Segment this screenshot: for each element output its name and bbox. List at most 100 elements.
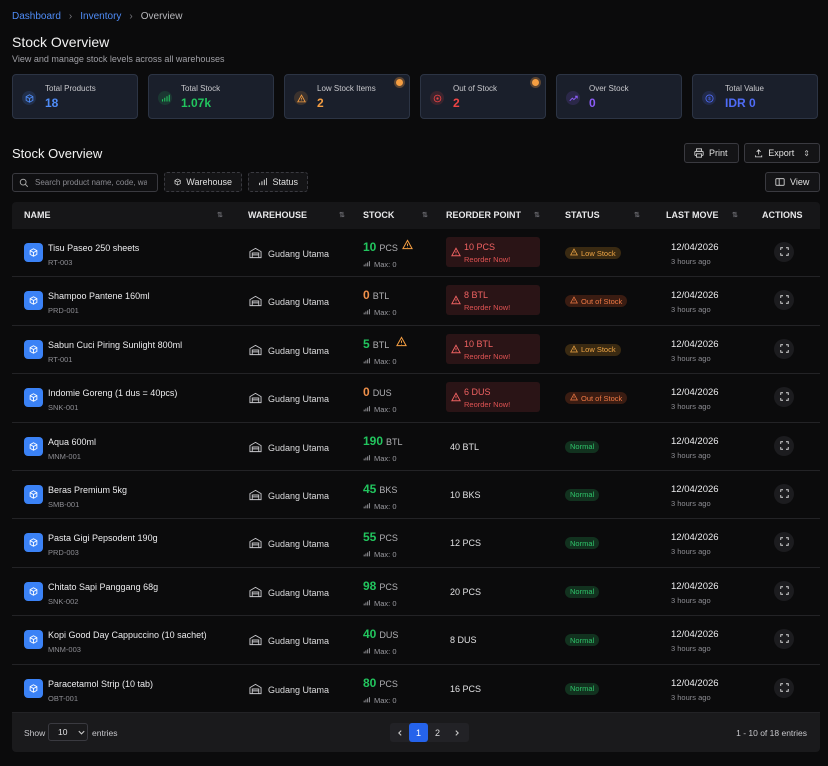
product-name[interactable]: Shampoo Pantene 160ml [48,291,150,302]
last-move-date: 12/04/2026 [671,290,719,302]
warning-icon [451,391,461,405]
stock-value: 0 DUS [363,385,392,399]
stock-value: 98 PCS [363,579,398,593]
last-move-ago: 3 hours ago [671,450,711,460]
search-input[interactable] [35,178,147,187]
warehouse-cell: Gudang Utama [249,683,329,697]
breadcrumb: Dashboard › Inventory › Overview [12,11,182,22]
warehouse-cell: Gudang Utama [249,586,329,600]
expand-button[interactable] [774,532,794,553]
bar-chart-icon [363,454,370,463]
bar-chart-icon [363,502,370,511]
warehouse-name: Gudang Utama [268,684,330,695]
product-name[interactable]: Tisu Paseo 250 sheets [48,243,140,253]
expand-button[interactable] [774,290,794,311]
bar-chart-icon [363,405,370,414]
stock-unit: PCS [379,533,398,544]
search-box [12,173,158,192]
export-button[interactable]: Export ⇕ [744,143,820,163]
view-button[interactable]: View [765,172,820,192]
page-1-button[interactable]: 1 [409,723,428,742]
sort-icon[interactable]: ⇅ [534,212,540,219]
breadcrumb-dashboard[interactable]: Dashboard [12,11,61,22]
print-button[interactable]: Print [684,143,739,163]
table-row: Indomie Goreng (1 dus = 40pcs) SNK-001 Gud… [12,374,820,423]
expand-button[interactable] [774,242,794,262]
table-row: Sabun Cuci Piring Sunlight 800ml RT-001 Gu… [12,326,820,375]
next-page-button[interactable] [447,723,466,742]
breadcrumb-current: Overview [140,11,183,22]
stock-max: Max: 0 [363,647,397,656]
last-move-ago: 3 hours ago [671,402,711,412]
table-row: Shampoo Pantene 160ml PRD-001 Gudang Utama… [12,277,820,326]
product-name[interactable]: Beras Premium 5kg [48,484,128,495]
warehouse-filter-button[interactable]: Warehouse [164,172,242,192]
expand-icon [779,390,789,404]
column-header-reorder[interactable]: REORDER POINT [446,210,522,220]
stock-quantity: 5 [363,336,370,351]
stock-max: Max: 0 [363,696,397,705]
page-size-select[interactable]: 10 [48,723,88,741]
product-name[interactable]: Indomie Goreng (1 dus = 40pcs) [48,388,178,399]
sort-icon[interactable]: ⇅ [422,212,428,219]
sort-icon[interactable]: ⇅ [634,212,640,219]
warehouse-icon [249,392,262,406]
chevron-right-icon: › [129,11,133,22]
warehouse-filter-label: Warehouse [186,177,232,187]
sort-icon[interactable]: ⇅ [217,212,223,219]
summary-cards: Total Products 18 Total Stock 1.07k Low Stoc… [12,74,818,119]
product-icon [24,388,43,408]
product-name[interactable]: Paracetamol Strip (10 tab) [48,678,154,689]
expand-button[interactable] [774,387,794,408]
expand-button[interactable] [774,580,794,601]
status-label: Low Stock [581,345,616,355]
status-badge: Normal [565,585,600,598]
section-title: Stock Overview [12,146,103,161]
page-2-button[interactable]: 2 [434,727,440,738]
warning-icon [570,248,578,258]
product-name[interactable]: Chitato Sapi Panggang 68g [48,581,159,592]
column-header-warehouse[interactable]: WAREHOUSE [248,210,308,220]
table-row: Paracetamol Strip (10 tab) OBT-001 Gudang … [12,665,820,713]
stock-unit: DUS [379,630,399,641]
product-name[interactable]: Pasta Gigi Pepsodent 190g [48,533,158,544]
product-name[interactable]: Kopi Good Day Cappuccino (10 sachet) [48,630,207,641]
status-badge: Low Stock [565,343,621,356]
warehouse-cell: Gudang Utama [249,247,329,261]
reorder-point-value: 8 BTL [464,290,489,301]
sort-icon[interactable]: ⇅ [732,212,738,219]
reorder-now-label: Reorder Now! [464,303,511,313]
status-label: Normal [570,635,595,645]
product-name[interactable]: Sabun Cuci Piring Sunlight 800ml [48,339,183,350]
stock-unit: PCS [379,581,398,592]
product-code: PRD-001 [48,306,79,316]
stock-max-label: Max: 0 [374,501,397,511]
status-label: Low Stock [581,248,616,258]
reorder-point-value: 10 BTL [464,338,494,349]
stock-value: 0 BTL [363,288,389,302]
column-header-last-move[interactable]: LAST MOVE [666,210,719,220]
expand-button[interactable] [774,435,794,456]
table-row: Kopi Good Day Cappuccino (10 sachet) MNM-… [12,616,820,665]
column-header-stock[interactable]: STOCK [363,210,395,220]
expand-icon [779,245,789,259]
last-move-ago: 3 hours ago [671,498,711,508]
status-filter-button[interactable]: Status [248,172,308,192]
expand-button[interactable] [774,677,794,698]
product-name[interactable]: Aqua 600ml [48,436,97,447]
status-badge: Normal [565,488,600,501]
column-header-name[interactable]: NAME [24,210,51,220]
last-move-date: 12/04/2026 [671,532,719,544]
table-row: Aqua 600ml MNM-001 Gudang Utama 190 BTL Max: … [12,423,820,471]
breadcrumb-inventory[interactable]: Inventory [80,11,122,22]
warehouse-icon [249,441,262,455]
prev-page-button[interactable] [390,723,409,742]
expand-button[interactable] [774,629,794,650]
warehouse-cell: Gudang Utama [249,344,329,358]
stock-max-label: Max: 0 [374,695,397,705]
column-header-status[interactable]: STATUS [565,210,600,220]
expand-button[interactable] [774,483,794,504]
warning-icon [451,343,461,357]
expand-button[interactable] [774,338,794,359]
sort-icon[interactable]: ⇅ [339,212,345,219]
